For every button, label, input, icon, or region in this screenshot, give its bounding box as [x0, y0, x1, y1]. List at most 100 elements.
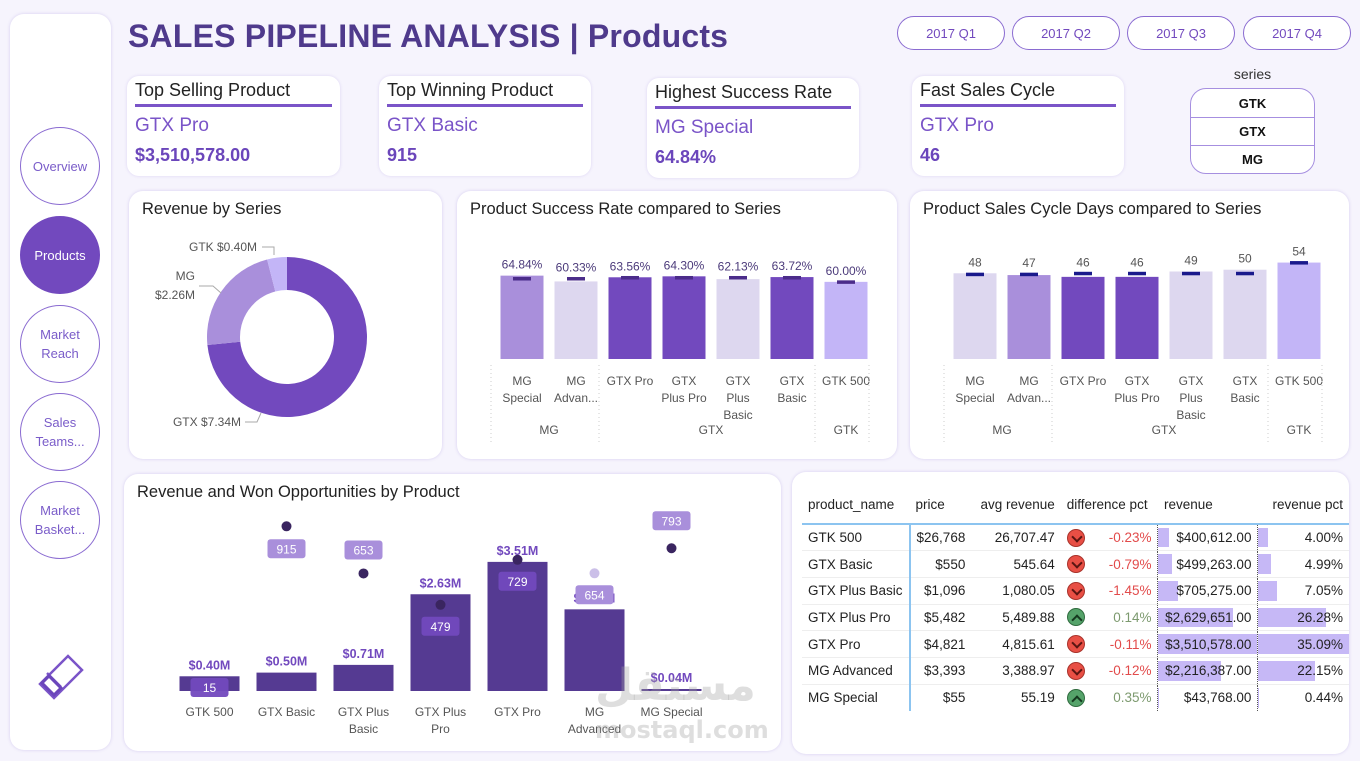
cell-price: $1,096	[909, 577, 972, 605]
category-tick-label: GTX Plus	[338, 705, 389, 719]
revenue-bar-mg-advanced[interactable]	[564, 609, 625, 691]
cell-revenue-pct: 26.28%	[1257, 604, 1349, 632]
bar-gtx-basic[interactable]	[1223, 269, 1267, 359]
bar-mg-special[interactable]	[953, 273, 997, 359]
kpi-card-top-selling: Top Selling Product GTX Pro $3,510,578.0…	[127, 76, 340, 176]
bar-mg-advan-[interactable]	[554, 281, 598, 359]
series-average-marker	[1128, 271, 1146, 276]
trend-up-icon	[1066, 688, 1085, 707]
cell-avg-revenue: 55.19	[1020, 690, 1055, 706]
cell-revenue: $2,216,387.00	[1157, 657, 1258, 685]
cell-revenue-pct: 22.15%	[1257, 657, 1349, 685]
column-header-revenue[interactable]: revenue	[1163, 497, 1213, 512]
revenue-by-series-panel: Revenue by Series GTK $0.40M MG $2.26M GTX …	[129, 191, 442, 459]
quarter-button-q1[interactable]: 2017 Q1	[897, 16, 1005, 50]
table-row[interactable]: GTX Plus Pro $5,482 5,489.88 0.14% $2,629,65…	[802, 604, 1349, 632]
revenue-bar-mg-special[interactable]	[641, 689, 702, 691]
cell-revenue: $499,263.00	[1157, 550, 1258, 578]
won-opportunities-marker[interactable]	[666, 543, 677, 554]
bar-gtx-pro[interactable]	[1061, 276, 1105, 359]
category-tick-label: MG Special	[640, 705, 702, 719]
table-row[interactable]: GTK 500 $26,768 26,707.47 -0.23% $400,612.00…	[802, 524, 1349, 552]
donut-slice-gtx[interactable]	[207, 257, 367, 417]
series-slicer-label: series	[1233, 66, 1272, 82]
category-tick-label: GTX	[672, 374, 697, 388]
eraser-icon[interactable]	[36, 652, 86, 702]
nav-market-reach[interactable]: Market Reach	[20, 305, 100, 383]
revenue-bar-gtx-plus-pro[interactable]	[410, 594, 471, 691]
series-option-gtk[interactable]: GTK	[1238, 95, 1267, 111]
won-opportunities-marker[interactable]	[589, 568, 600, 579]
nav-market-basket[interactable]: Market Basket...	[20, 481, 100, 559]
bar-data-label: 63.72%	[772, 259, 813, 273]
bar-gtk-500[interactable]	[824, 281, 868, 359]
cell-avg-revenue: 1,080.05	[971, 577, 1061, 605]
won-opportunities-marker[interactable]	[435, 599, 446, 610]
won-data-label: 793	[661, 514, 681, 528]
cell-difference-pct: -0.12%	[1060, 657, 1158, 685]
revenue-bar-gtx-plus-basic[interactable]	[333, 664, 394, 691]
column-header-product-name[interactable]: product_name	[808, 497, 895, 512]
cell-revenue-pct: 7.05%	[1257, 577, 1349, 605]
revenue-data-label: $0.04M	[651, 671, 693, 685]
column-header-difference-pct[interactable]: difference pct	[1066, 497, 1148, 512]
bar-gtx-basic[interactable]	[770, 277, 814, 359]
table-row[interactable]: GTX Pro $4,821 4,815.61 -0.11% $3,510,578.00…	[802, 630, 1349, 658]
quarter-button-q4[interactable]: 2017 Q4	[1243, 16, 1351, 50]
cell-difference-pct: 0.35%	[1061, 684, 1158, 711]
category-tick-label: GTX	[726, 374, 751, 388]
nav-sales-teams[interactable]: Sales Teams...	[20, 393, 100, 471]
series-option-mg[interactable]: MG	[1191, 145, 1314, 173]
table-row[interactable]: MG Special $55 55.19 0.35% $43,768.00 0.44%	[802, 684, 1349, 711]
cell-revenue: $2,629,651.00	[1157, 604, 1258, 632]
series-average-marker	[567, 277, 585, 281]
kpi-card-highest-success: Highest Success Rate MG Special 64.84%	[647, 78, 859, 178]
bar-data-label: 50	[1238, 252, 1252, 266]
table-row[interactable]: GTX Basic $550 545.64 -0.79% $499,263.00 4.99…	[802, 550, 1349, 578]
category-tick-label: MG	[566, 374, 585, 388]
column-header-price[interactable]: price	[915, 497, 945, 512]
donut-slice-gtk[interactable]	[267, 257, 287, 292]
table-row[interactable]: GTX Plus Basic $1,096 1,080.05 -1.45% $705,2…	[802, 577, 1349, 605]
revenue-value: $2,629,651.00	[1165, 609, 1252, 625]
bar-mg-advan-[interactable]	[1007, 275, 1051, 359]
won-opportunities-marker[interactable]	[512, 554, 523, 565]
series-average-marker	[1236, 271, 1254, 276]
quarter-button-q2[interactable]: 2017 Q2	[1012, 16, 1120, 50]
bar-gtx-plus-basic[interactable]	[716, 279, 760, 359]
table-row[interactable]: MG Advanced $3,393 3,388.97 -0.12% $2,216,38…	[802, 657, 1349, 685]
bar-gtk-500[interactable]	[1277, 262, 1321, 359]
bar-data-label: 46	[1076, 255, 1090, 269]
column-header-avg-revenue[interactable]: avg revenue	[980, 497, 1055, 512]
category-tick-label: GTX Plus	[415, 705, 466, 719]
column-header-revenue-pct[interactable]: revenue pct	[1272, 497, 1343, 512]
bar-gtx-plus-pro[interactable]	[662, 276, 706, 359]
donut-slice-mg[interactable]	[207, 259, 276, 346]
bar-gtx-plus-basic[interactable]	[1169, 271, 1213, 360]
bar-gtx-plus-pro[interactable]	[1115, 276, 1159, 359]
success-rate-panel: Product Success Rate compared to Series …	[457, 191, 897, 459]
quarter-button-q3[interactable]: 2017 Q3	[1127, 16, 1235, 50]
revenue-pct-data-bar	[1258, 634, 1349, 654]
series-option-gtx[interactable]: GTX	[1191, 117, 1314, 145]
series-average-marker	[783, 275, 801, 280]
cell-difference-pct: -0.79%	[1060, 550, 1158, 578]
revenue-data-label: $0.71M	[343, 647, 385, 661]
bar-gtx-pro[interactable]	[608, 277, 652, 359]
category-tick-label: GTX	[780, 374, 805, 388]
nav-products[interactable]: Products	[20, 216, 100, 294]
revenue-data-bar	[1158, 554, 1173, 574]
category-tick-label: GTX	[1233, 374, 1258, 388]
bar-mg-special[interactable]	[500, 275, 544, 359]
revenue-pct-value: 0.44%	[1304, 690, 1343, 706]
revenue-bar-gtx-basic[interactable]	[256, 672, 317, 691]
won-opportunities-marker[interactable]	[358, 568, 369, 579]
cell-price: $550	[909, 550, 972, 578]
won-data-label: 653	[353, 543, 373, 557]
category-tick-label: Basic	[777, 391, 806, 405]
nav-overview[interactable]: Overview	[20, 127, 100, 205]
cell-revenue-pct: 0.44%	[1257, 684, 1349, 711]
success-rate-chart: 64.84% MG Special 60.33% MG Advan... 63.56% GTX…	[490, 258, 870, 443]
won-opportunities-marker[interactable]	[281, 521, 292, 532]
category-tick-label: GTX Pro	[1060, 374, 1107, 388]
